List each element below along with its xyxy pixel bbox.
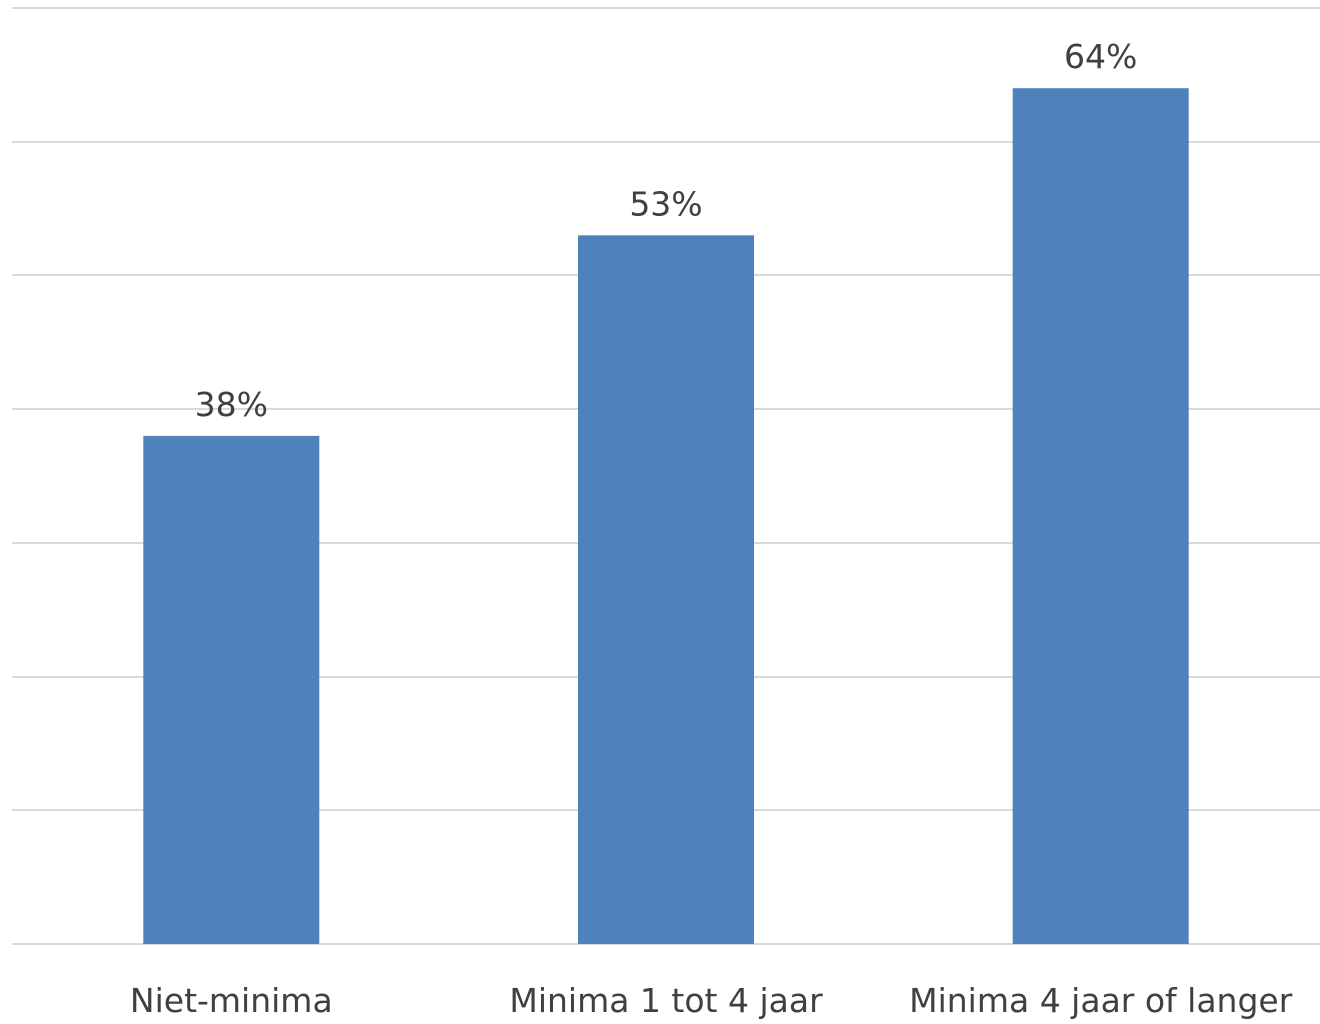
bars (143, 88, 1189, 945)
category-label-2: Minima 1 tot 4 jaar (509, 981, 823, 1020)
category-label-3: Minima 4 jaar of langer (909, 981, 1293, 1020)
data-label-2: 53% (629, 184, 702, 223)
category-axis: Niet-minima Minima 1 tot 4 jaar Minima 4 j… (130, 981, 1293, 1020)
bar-2 (578, 235, 754, 945)
data-label-1: 38% (195, 385, 268, 424)
data-labels: 38% 53% 64% (195, 37, 1138, 424)
category-label-1: Niet-minima (130, 981, 333, 1020)
bar-3 (1012, 88, 1189, 944)
bar-1 (143, 435, 320, 944)
data-label-3: 64% (1064, 37, 1137, 76)
